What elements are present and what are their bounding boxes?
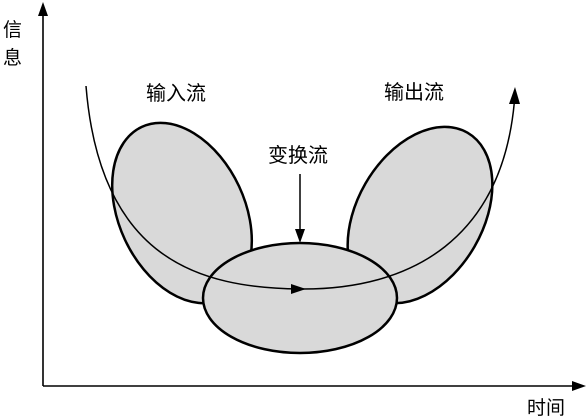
transform-flow-label: 变换流 — [268, 143, 328, 167]
transform-flow-ellipse — [201, 241, 399, 355]
flow-curve-end-arrowhead — [509, 87, 520, 104]
flow-curve-mid-arrowhead — [291, 284, 306, 294]
transform-pointer-arrowhead — [295, 229, 305, 243]
y-axis-arrowhead — [38, 2, 48, 16]
x-axis-label: 时间 — [527, 397, 565, 418]
y-axis-label-line2: 息 — [3, 47, 22, 69]
x-axis-arrowhead — [572, 381, 586, 391]
output-flow-label: 输出流 — [384, 80, 444, 104]
input-flow-label: 输入流 — [146, 81, 206, 105]
y-axis-label-line1: 信 — [3, 19, 22, 41]
